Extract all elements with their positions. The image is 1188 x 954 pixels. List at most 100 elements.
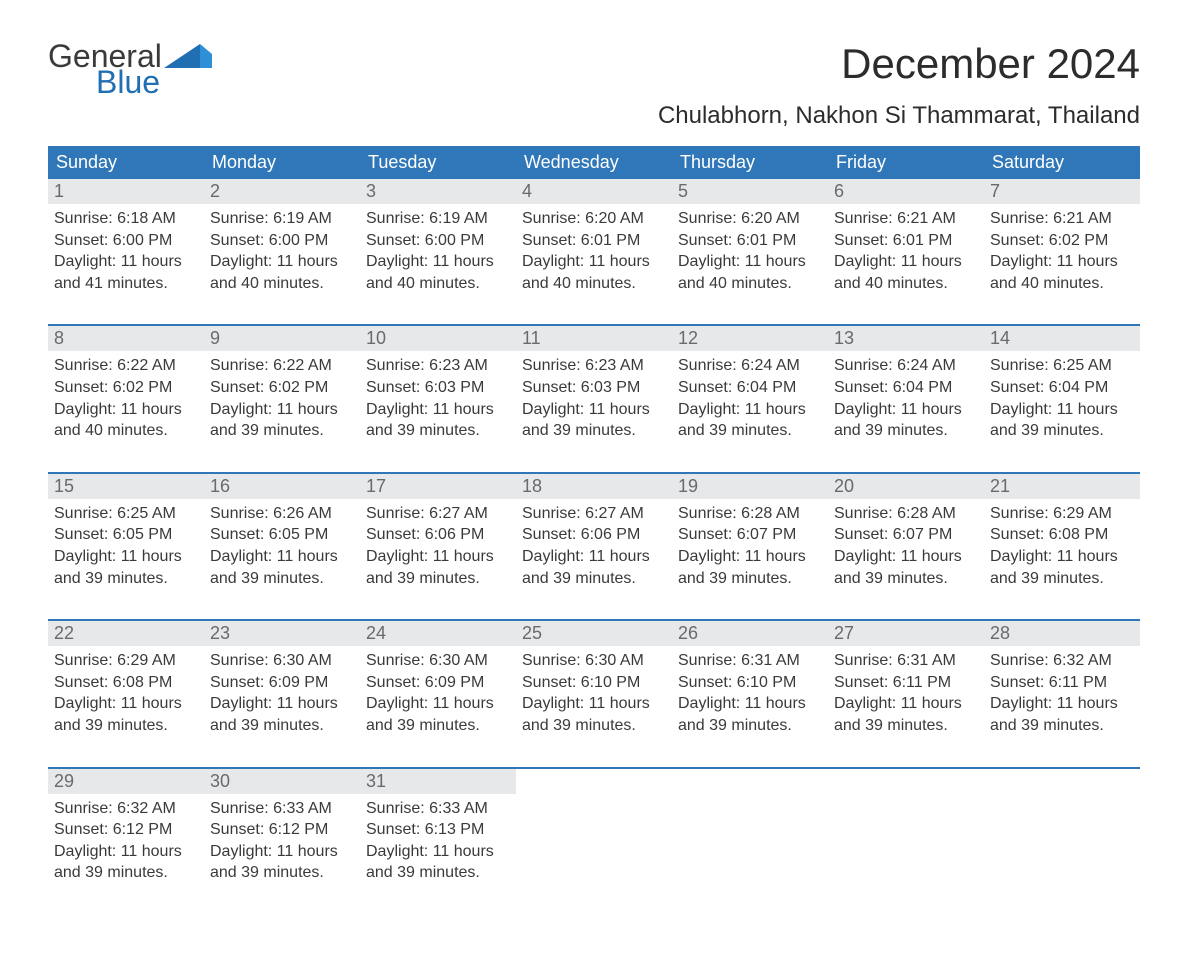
day-number: 11 [516,326,672,351]
day-number: 20 [828,474,984,499]
dl2-text: and 39 minutes. [54,715,198,737]
dl1-text: Daylight: 11 hours [678,693,822,715]
day-number: 14 [984,326,1140,351]
sunrise-text: Sunrise: 6:22 AM [210,355,354,377]
sunset-text: Sunset: 6:13 PM [366,819,510,841]
calendar-cell: 8Sunrise: 6:22 AMSunset: 6:02 PMDaylight… [48,326,204,447]
dl2-text: and 39 minutes. [990,420,1134,442]
sunset-text: Sunset: 6:07 PM [834,524,978,546]
calendar-cell: 19Sunrise: 6:28 AMSunset: 6:07 PMDayligh… [672,474,828,595]
sunset-text: Sunset: 6:00 PM [366,230,510,252]
dl2-text: and 39 minutes. [522,715,666,737]
dl1-text: Daylight: 11 hours [990,251,1134,273]
dl1-text: Daylight: 11 hours [54,841,198,863]
calendar-cell: 10Sunrise: 6:23 AMSunset: 6:03 PMDayligh… [360,326,516,447]
dl1-text: Daylight: 11 hours [366,251,510,273]
day-number: 3 [360,179,516,204]
day-details: Sunrise: 6:30 AMSunset: 6:09 PMDaylight:… [360,646,516,742]
sunset-text: Sunset: 6:06 PM [522,524,666,546]
sunset-text: Sunset: 6:11 PM [834,672,978,694]
dl1-text: Daylight: 11 hours [366,841,510,863]
page-title: December 2024 [841,40,1140,88]
day-number: 19 [672,474,828,499]
sunrise-text: Sunrise: 6:25 AM [990,355,1134,377]
dl2-text: and 41 minutes. [54,273,198,295]
day-number: 7 [984,179,1140,204]
dl2-text: and 39 minutes. [54,862,198,884]
brand-bottom: Blue [96,66,162,98]
dl1-text: Daylight: 11 hours [522,251,666,273]
day-number: 23 [204,621,360,646]
day-number: 6 [828,179,984,204]
day-details: Sunrise: 6:21 AMSunset: 6:02 PMDaylight:… [984,204,1140,300]
day-number: 8 [48,326,204,351]
sunrise-text: Sunrise: 6:31 AM [834,650,978,672]
day-number: 22 [48,621,204,646]
day-number: 30 [204,769,360,794]
dl1-text: Daylight: 11 hours [834,251,978,273]
day-details: Sunrise: 6:23 AMSunset: 6:03 PMDaylight:… [360,351,516,447]
day-details: Sunrise: 6:22 AMSunset: 6:02 PMDaylight:… [48,351,204,447]
day-details: Sunrise: 6:21 AMSunset: 6:01 PMDaylight:… [828,204,984,300]
sunrise-text: Sunrise: 6:22 AM [54,355,198,377]
dl1-text: Daylight: 11 hours [54,546,198,568]
sunrise-text: Sunrise: 6:19 AM [366,208,510,230]
day-details: Sunrise: 6:32 AMSunset: 6:12 PMDaylight:… [48,794,204,890]
day-details: Sunrise: 6:20 AMSunset: 6:01 PMDaylight:… [672,204,828,300]
day-header: Saturday [984,146,1140,179]
dl1-text: Daylight: 11 hours [54,251,198,273]
day-details: Sunrise: 6:30 AMSunset: 6:10 PMDaylight:… [516,646,672,742]
dl2-text: and 39 minutes. [522,568,666,590]
calendar-cell: 26Sunrise: 6:31 AMSunset: 6:10 PMDayligh… [672,621,828,742]
day-number: 9 [204,326,360,351]
calendar-cell [672,769,828,890]
day-details: Sunrise: 6:19 AMSunset: 6:00 PMDaylight:… [204,204,360,300]
calendar-cell: 9Sunrise: 6:22 AMSunset: 6:02 PMDaylight… [204,326,360,447]
sunset-text: Sunset: 6:02 PM [54,377,198,399]
sunset-text: Sunset: 6:04 PM [834,377,978,399]
calendar-cell: 2Sunrise: 6:19 AMSunset: 6:00 PMDaylight… [204,179,360,300]
dl1-text: Daylight: 11 hours [522,399,666,421]
sunrise-text: Sunrise: 6:27 AM [522,503,666,525]
day-header: Wednesday [516,146,672,179]
dl1-text: Daylight: 11 hours [678,251,822,273]
dl1-text: Daylight: 11 hours [210,546,354,568]
calendar-cell: 27Sunrise: 6:31 AMSunset: 6:11 PMDayligh… [828,621,984,742]
sunset-text: Sunset: 6:01 PM [522,230,666,252]
dl1-text: Daylight: 11 hours [366,693,510,715]
day-details: Sunrise: 6:26 AMSunset: 6:05 PMDaylight:… [204,499,360,595]
sunset-text: Sunset: 6:02 PM [210,377,354,399]
dl1-text: Daylight: 11 hours [210,399,354,421]
dl1-text: Daylight: 11 hours [210,693,354,715]
calendar-cell: 3 Sunrise: 6:19 AMSunset: 6:00 PMDaylight… [360,179,516,300]
sunset-text: Sunset: 6:01 PM [834,230,978,252]
sunrise-text: Sunrise: 6:30 AM [210,650,354,672]
sunset-text: Sunset: 6:03 PM [522,377,666,399]
day-number: 15 [48,474,204,499]
sunset-text: Sunset: 6:09 PM [210,672,354,694]
sunrise-text: Sunrise: 6:23 AM [366,355,510,377]
sunset-text: Sunset: 6:08 PM [990,524,1134,546]
calendar-cell: 25Sunrise: 6:30 AMSunset: 6:10 PMDayligh… [516,621,672,742]
sunrise-text: Sunrise: 6:20 AM [522,208,666,230]
day-number: 21 [984,474,1140,499]
sunset-text: Sunset: 6:09 PM [366,672,510,694]
day-details: Sunrise: 6:25 AMSunset: 6:05 PMDaylight:… [48,499,204,595]
dl1-text: Daylight: 11 hours [990,399,1134,421]
sunset-text: Sunset: 6:07 PM [678,524,822,546]
calendar-cell: 12Sunrise: 6:24 AMSunset: 6:04 PMDayligh… [672,326,828,447]
day-header: Monday [204,146,360,179]
sunset-text: Sunset: 6:06 PM [366,524,510,546]
day-number: 25 [516,621,672,646]
page-subtitle: Chulabhorn, Nakhon Si Thammarat, Thailan… [48,102,1140,130]
day-number: 27 [828,621,984,646]
calendar-week: 22Sunrise: 6:29 AMSunset: 6:08 PMDayligh… [48,619,1140,742]
sunrise-text: Sunrise: 6:18 AM [54,208,198,230]
dl2-text: and 39 minutes. [834,568,978,590]
day-details: Sunrise: 6:22 AMSunset: 6:02 PMDaylight:… [204,351,360,447]
sunset-text: Sunset: 6:05 PM [210,524,354,546]
calendar-cell: 24Sunrise: 6:30 AMSunset: 6:09 PMDayligh… [360,621,516,742]
dl2-text: and 39 minutes. [834,715,978,737]
dl2-text: and 39 minutes. [990,715,1134,737]
calendar-week: 29Sunrise: 6:32 AMSunset: 6:12 PMDayligh… [48,767,1140,890]
